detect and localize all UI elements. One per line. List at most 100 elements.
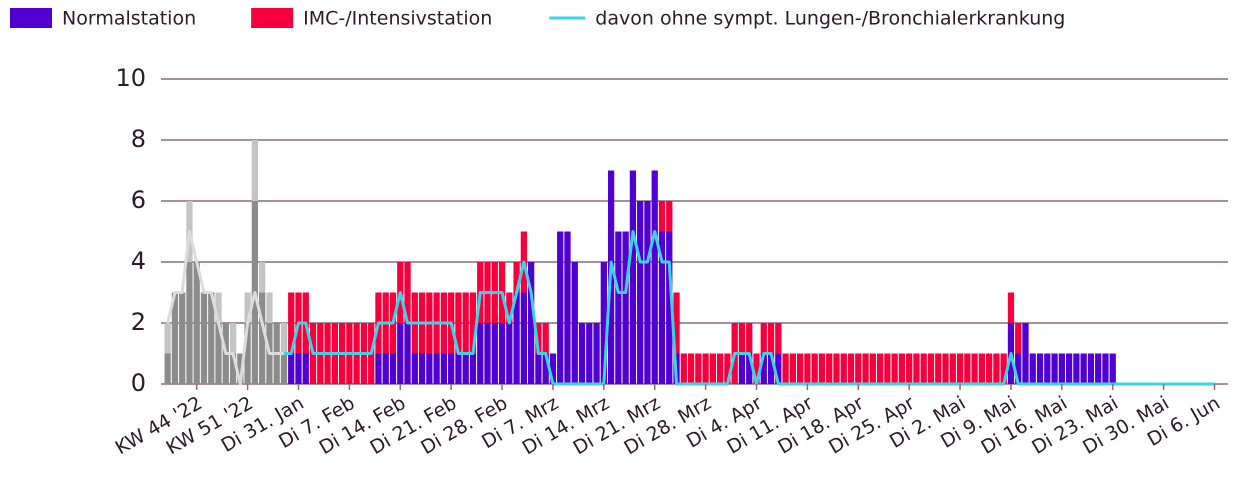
bar [673, 292, 680, 354]
bar [593, 323, 600, 384]
bar [687, 353, 695, 384]
bar [1015, 353, 1022, 384]
bar [418, 353, 426, 384]
bar [586, 323, 593, 384]
bar [389, 353, 397, 384]
bar [913, 353, 920, 384]
bar [666, 201, 673, 232]
bar [1036, 353, 1044, 384]
bar [295, 353, 302, 384]
legend-label: davon ohne sympt. Lungen-/Bronchialerkra… [595, 8, 1065, 30]
bar [942, 353, 949, 384]
bar [775, 323, 782, 354]
bar [229, 323, 237, 354]
bar [1080, 353, 1087, 384]
bar [506, 292, 513, 323]
bar [869, 353, 876, 384]
bar [644, 201, 651, 384]
bar [171, 292, 179, 384]
bar [229, 353, 237, 384]
bar [876, 353, 884, 384]
bar [433, 353, 440, 384]
bar [186, 262, 193, 384]
bar [469, 353, 477, 384]
bar [949, 353, 956, 384]
bar [571, 262, 578, 384]
bar [513, 292, 520, 384]
bar [498, 323, 506, 384]
bar [906, 353, 913, 384]
bar [760, 323, 767, 354]
bar [767, 323, 775, 354]
legend-label: Normalstation [62, 8, 196, 30]
bar [695, 353, 702, 384]
bar [1007, 292, 1015, 323]
bar [658, 201, 666, 232]
bar [891, 353, 898, 384]
bar [535, 323, 542, 354]
bar [789, 353, 796, 384]
bar [1109, 353, 1116, 384]
bar [244, 292, 251, 323]
bar [193, 262, 200, 384]
bar [898, 353, 906, 384]
legend-swatch [251, 8, 294, 28]
bar [680, 353, 687, 384]
bar [1102, 353, 1109, 384]
bar [746, 353, 753, 384]
y-tick-label: 8 [131, 125, 146, 153]
bar [1044, 353, 1051, 384]
line-series [166, 230, 284, 386]
bar [535, 353, 542, 384]
bar [448, 353, 455, 384]
bar [782, 353, 789, 384]
bar [288, 292, 295, 354]
bar [266, 292, 273, 323]
bar [1022, 323, 1029, 384]
bar [302, 353, 309, 384]
bar [855, 353, 862, 384]
bar [506, 323, 513, 384]
bar [847, 353, 855, 384]
bar [542, 323, 549, 354]
bar [491, 323, 498, 384]
y-tick-label: 6 [131, 186, 146, 214]
bar [1073, 353, 1080, 384]
bar [920, 353, 927, 384]
bar [818, 353, 826, 384]
bar [251, 140, 259, 201]
bar [288, 353, 295, 384]
bar [622, 231, 629, 384]
bar [462, 292, 469, 354]
bar [1051, 353, 1058, 384]
bar [804, 353, 811, 384]
bar [651, 170, 658, 384]
bar [484, 323, 491, 384]
y-tick-label: 0 [131, 369, 146, 397]
bar [1015, 323, 1022, 354]
bar [717, 353, 724, 384]
bar [796, 353, 804, 384]
bar [549, 353, 557, 384]
bar [200, 292, 208, 384]
bar [215, 323, 222, 384]
bar [993, 353, 1000, 384]
bar [775, 353, 782, 384]
bar [375, 353, 382, 384]
bar [760, 353, 767, 384]
bar [426, 353, 433, 384]
bar [455, 292, 462, 354]
bar [1087, 353, 1095, 384]
bar [637, 201, 644, 384]
bar [1000, 353, 1007, 384]
bar [542, 353, 549, 384]
bar [767, 353, 775, 384]
legend-swatch [10, 8, 52, 28]
line-series [283, 230, 1215, 386]
bar [564, 231, 571, 384]
bar [513, 262, 520, 293]
bar [578, 323, 586, 384]
bar [382, 353, 389, 384]
bar [208, 292, 215, 384]
